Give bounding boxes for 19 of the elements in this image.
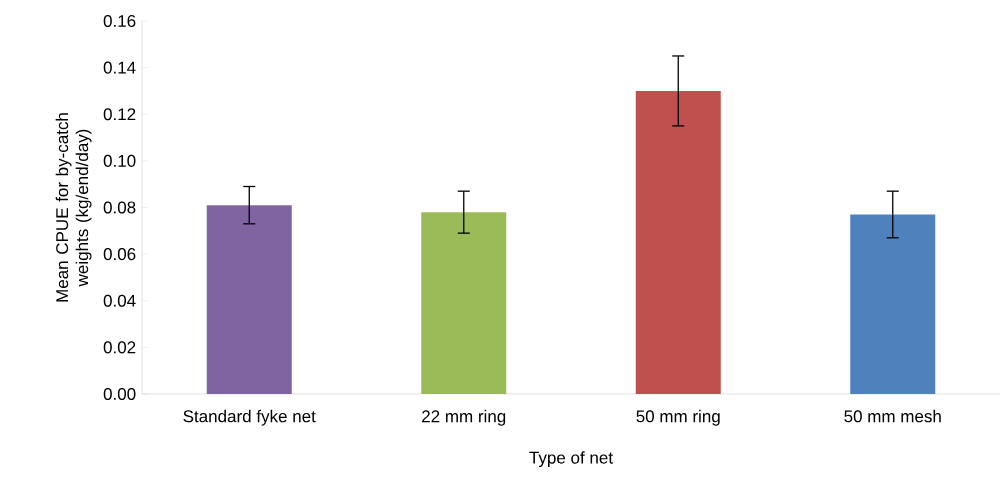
bar — [635, 90, 721, 394]
y-tick-label: 0.02 — [103, 341, 136, 354]
y-tick-label: 0.08 — [103, 201, 136, 214]
x-tick-label: 50 mm mesh — [844, 409, 941, 423]
y-tick-label: 0.10 — [103, 154, 136, 167]
y-tick-label: 0.00 — [103, 387, 136, 401]
bar — [421, 212, 507, 394]
x-tick-label: 22 mm ring — [422, 409, 506, 426]
y-tick-label: 0.14 — [103, 61, 136, 74]
x-tick-label: Standard fyke net — [183, 409, 316, 426]
y-tick-label: 0.12 — [103, 108, 136, 121]
bar — [206, 205, 292, 394]
x-axis-title: Type of net — [529, 451, 613, 468]
y-tick-label: 0.06 — [103, 248, 136, 261]
y-tick-label: 0.04 — [103, 294, 136, 307]
y-axis-title: Mean CPUE for by-catch weights (kg/end/day) — [55, 113, 92, 302]
x-tick-label: 50 mm ring — [636, 409, 720, 426]
bar — [850, 214, 936, 394]
y-tick-label: 0.16 — [103, 14, 136, 28]
